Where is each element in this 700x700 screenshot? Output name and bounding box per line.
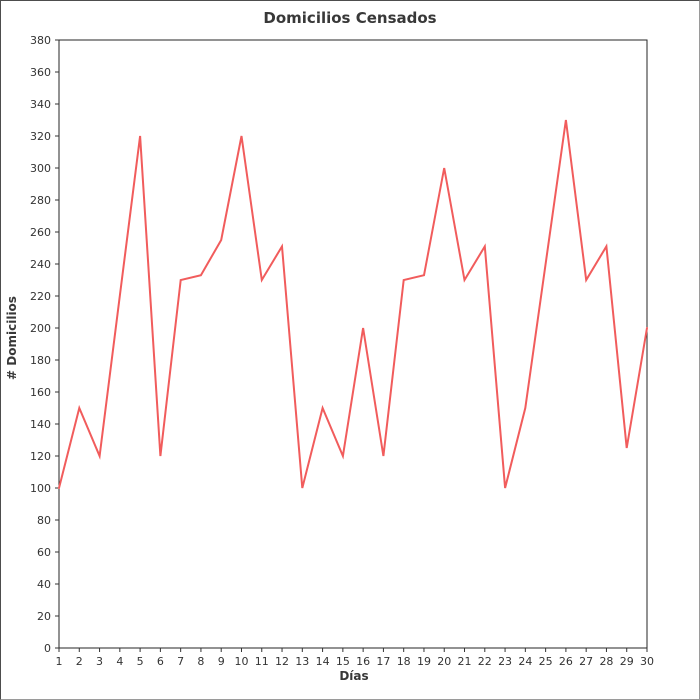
y-tick-label: 340 [30,98,51,111]
x-tick-label: 27 [579,655,593,668]
y-tick-label: 280 [30,194,51,207]
x-tick-label: 20 [437,655,451,668]
x-tick-label: 24 [518,655,532,668]
x-tick-label: 5 [137,655,144,668]
y-tick-label: 220 [30,290,51,303]
x-tick-label: 18 [397,655,411,668]
x-tick-label: 15 [336,655,350,668]
x-tick-label: 11 [255,655,269,668]
x-tick-label: 16 [356,655,370,668]
x-tick-label: 13 [295,655,309,668]
x-axis-label: Días [339,669,369,683]
data-line [58,119,648,489]
x-tick-label: 21 [458,655,472,668]
y-tick-label: 300 [30,162,51,175]
x-tick-label: 2 [76,655,83,668]
x-tick-label: 25 [539,655,553,668]
x-tick-label: 4 [116,655,123,668]
x-tick-label: 23 [498,655,512,668]
y-tick-label: 240 [30,258,51,271]
x-tick-label: 3 [96,655,103,668]
x-tick-label: 8 [197,655,204,668]
y-tick-label: 380 [30,34,51,47]
y-tick-label: 120 [30,450,51,463]
x-tick-label: 22 [478,655,492,668]
x-tick-label: 7 [177,655,184,668]
y-tick-label: 180 [30,354,51,367]
y-tick-label: 100 [30,482,51,495]
y-tick-label: 200 [30,322,51,335]
x-tick-label: 28 [599,655,613,668]
y-tick-label: 0 [44,642,51,655]
y-axis-label: # Domicilios [5,296,19,380]
x-tick-label: 6 [157,655,164,668]
y-tick-label: 360 [30,66,51,79]
y-tick-label: 60 [37,546,51,559]
y-tick-label: 140 [30,418,51,431]
x-tick-label: 30 [640,655,654,668]
x-tick-label: 12 [275,655,289,668]
y-tick-label: 320 [30,130,51,143]
plot-border [58,39,648,649]
y-tick-label: 260 [30,226,51,239]
x-tick-label: 26 [559,655,573,668]
x-tick-label: 17 [376,655,390,668]
y-tick-label: 80 [37,514,51,527]
x-tick-label: 9 [218,655,225,668]
chart-title: Domicilios Censados [263,9,437,27]
y-tick-label: 20 [37,610,51,623]
y-tick-label: 160 [30,386,51,399]
x-tick-label: 29 [620,655,634,668]
x-tick-label: 14 [316,655,330,668]
x-tick-label: 10 [234,655,248,668]
x-tick-label: 19 [417,655,431,668]
x-tick-label: 1 [56,655,63,668]
y-tick-label: 40 [37,578,51,591]
